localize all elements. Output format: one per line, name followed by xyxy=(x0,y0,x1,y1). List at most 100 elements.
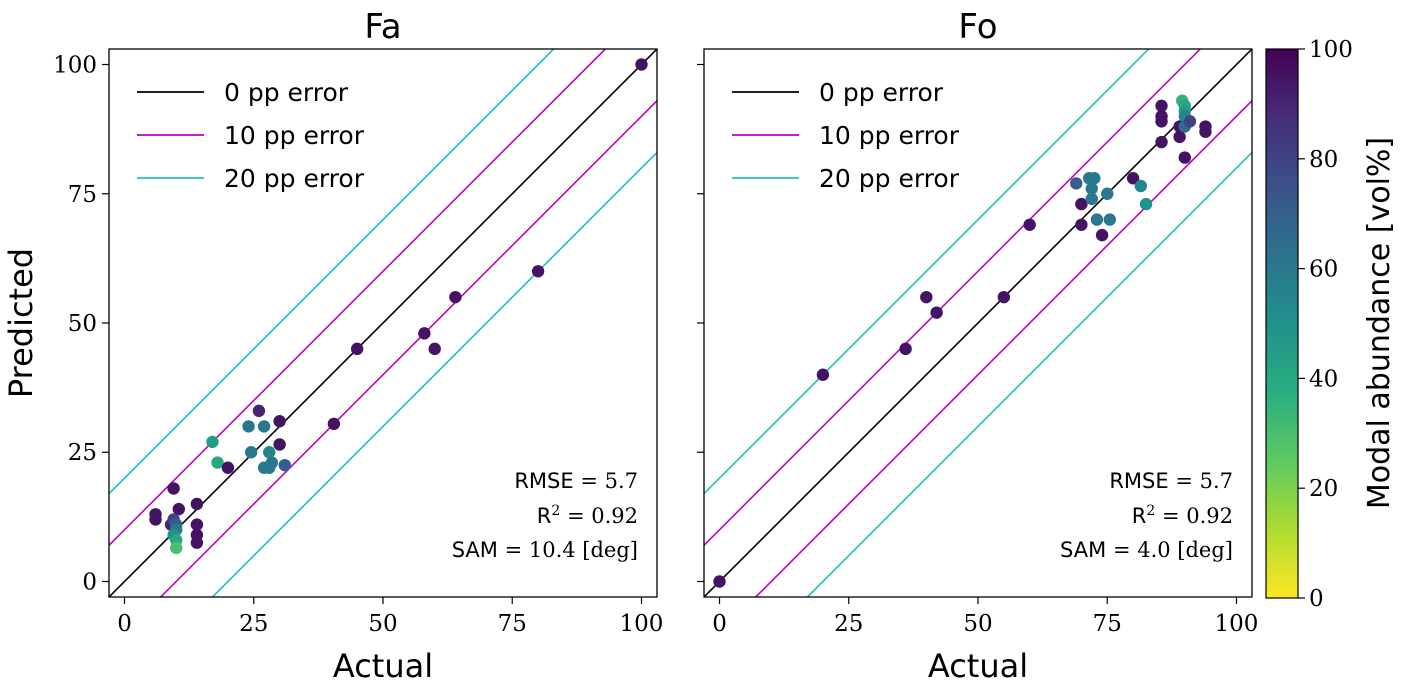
data-point-14 xyxy=(190,536,204,549)
data-point-32 xyxy=(428,342,441,356)
metrics-box: RMSE = 5.7 R2 = 0.92 SAM = 10.4 [deg] xyxy=(452,469,638,562)
data-point-12 xyxy=(190,518,204,531)
data-point-35 xyxy=(635,58,648,71)
error-line-1-0 xyxy=(704,49,1202,546)
chart-title: Fa xyxy=(364,7,401,47)
error-line-1-0 xyxy=(109,49,607,546)
error-lines xyxy=(704,49,1252,597)
data-point-10 xyxy=(170,541,183,555)
metric-r2: R2 = 0.92 xyxy=(537,503,638,528)
data-point-27 xyxy=(1178,151,1191,164)
data-point-35 xyxy=(1199,125,1212,138)
error-line-2-1 xyxy=(211,151,657,597)
legend-label-1: 10 pp error xyxy=(224,121,365,150)
data-point-20 xyxy=(1139,197,1153,211)
data-point-19 xyxy=(244,446,258,459)
data-point-24 xyxy=(1155,135,1168,149)
legend-label-2: 20 pp error xyxy=(224,164,365,193)
data-point-21 xyxy=(1155,99,1168,113)
data-point-2 xyxy=(899,342,912,356)
metrics-box: RMSE = 5.7 R2 = 0.92 SAM = 4.0 [deg] xyxy=(1060,469,1233,562)
error-line-2-0 xyxy=(109,49,555,495)
data-point-3 xyxy=(172,502,185,516)
y-tick-label-3: 75 xyxy=(68,182,97,208)
data-point-8 xyxy=(1075,197,1088,211)
y-tick-label-0: 0 xyxy=(82,569,97,595)
scatter-points xyxy=(149,58,648,555)
x-tick-label-0: 0 xyxy=(712,611,727,637)
data-point-5 xyxy=(997,290,1011,304)
x-tick-label-1: 25 xyxy=(239,611,268,637)
panel-fo: Fo 0 25 50 75 100 Actual 0 pp error 10 pp er… xyxy=(697,7,1258,685)
data-point-1 xyxy=(816,368,830,381)
data-point-27 xyxy=(273,438,286,451)
y-ticks xyxy=(697,63,704,583)
data-point-0 xyxy=(713,575,726,588)
error-line-2-1 xyxy=(806,151,1252,597)
legend-label-0: 0 pp error xyxy=(819,78,944,107)
data-point-23 xyxy=(1155,115,1168,128)
y-tick-label-1: 25 xyxy=(68,440,97,466)
data-point-15 xyxy=(206,435,219,449)
x-tick-label-4: 100 xyxy=(1215,611,1259,637)
legend-label-2: 20 pp error xyxy=(819,164,960,193)
x-tick-label-3: 75 xyxy=(498,611,527,637)
metric-r2: R2 = 0.92 xyxy=(1132,503,1233,528)
x-axis-label: Actual xyxy=(333,647,433,685)
data-point-33 xyxy=(449,290,462,304)
legend-label-0: 0 pp error xyxy=(224,78,349,107)
data-point-24 xyxy=(263,446,276,459)
colorbar-gradient xyxy=(1265,48,1299,599)
colorbar-tick-label-3: 60 xyxy=(1309,257,1338,283)
colorbar-label: Modal abundance [vol%] xyxy=(1362,137,1397,509)
colorbar-tick-label-4: 80 xyxy=(1309,147,1338,173)
x-tick-label-4: 100 xyxy=(620,611,664,637)
data-point-12 xyxy=(1085,192,1098,206)
data-point-18 xyxy=(1126,172,1140,185)
data-point-4 xyxy=(930,306,943,319)
data-point-17 xyxy=(221,461,235,474)
data-point-25 xyxy=(265,456,279,469)
metric-sam: SAM = 4.0 [deg] xyxy=(1060,538,1233,562)
colorbar-ticks: 0 20 40 60 80 100 xyxy=(1298,37,1353,612)
colorbar-tick-label-5: 100 xyxy=(1309,37,1353,63)
legend: 0 pp error 10 pp error 20 pp error xyxy=(137,78,365,193)
data-point-9 xyxy=(1075,218,1088,231)
colorbar-tick-label-2: 40 xyxy=(1309,366,1338,392)
x-tick-label-0: 0 xyxy=(117,611,132,637)
data-point-21 xyxy=(257,420,271,433)
data-point-30 xyxy=(350,342,364,356)
data-point-31 xyxy=(418,327,431,340)
data-point-11 xyxy=(190,497,204,511)
scatter-points xyxy=(713,94,1212,588)
legend-label-1: 10 pp error xyxy=(819,121,960,150)
x-tick-label-2: 50 xyxy=(368,611,397,637)
data-point-11 xyxy=(1085,182,1098,195)
data-point-34 xyxy=(531,265,545,278)
data-point-25 xyxy=(1173,130,1186,144)
data-point-16 xyxy=(211,456,224,469)
data-point-13 xyxy=(1088,172,1101,185)
data-point-26 xyxy=(273,415,286,428)
colorbar: 0 20 40 60 80 100 Modal abundance [vol%] xyxy=(1265,37,1397,612)
error-lines xyxy=(109,49,657,597)
data-point-33 xyxy=(1183,115,1197,128)
legend: 0 pp error 10 pp error 20 pp error xyxy=(732,78,960,193)
y-tick-label-4: 100 xyxy=(53,53,97,79)
data-point-19 xyxy=(1134,179,1148,193)
data-point-7 xyxy=(1070,177,1083,190)
data-point-3 xyxy=(920,290,933,304)
data-point-17 xyxy=(1103,213,1117,226)
data-point-6 xyxy=(1023,218,1036,231)
metric-rmse: RMSE = 5.7 xyxy=(514,469,638,493)
x-ticks: 0 25 50 75 100 xyxy=(712,597,1258,637)
y-tick-label-2: 50 xyxy=(68,311,97,337)
data-point-14 xyxy=(1090,213,1104,226)
data-point-20 xyxy=(252,404,266,418)
data-point-28 xyxy=(278,458,291,472)
error-line-2-0 xyxy=(704,49,1150,495)
error-line-1-1 xyxy=(754,100,1252,597)
metric-rmse: RMSE = 5.7 xyxy=(1109,469,1233,493)
error-line-1-1 xyxy=(159,100,657,597)
x-tick-label-2: 50 xyxy=(963,611,992,637)
